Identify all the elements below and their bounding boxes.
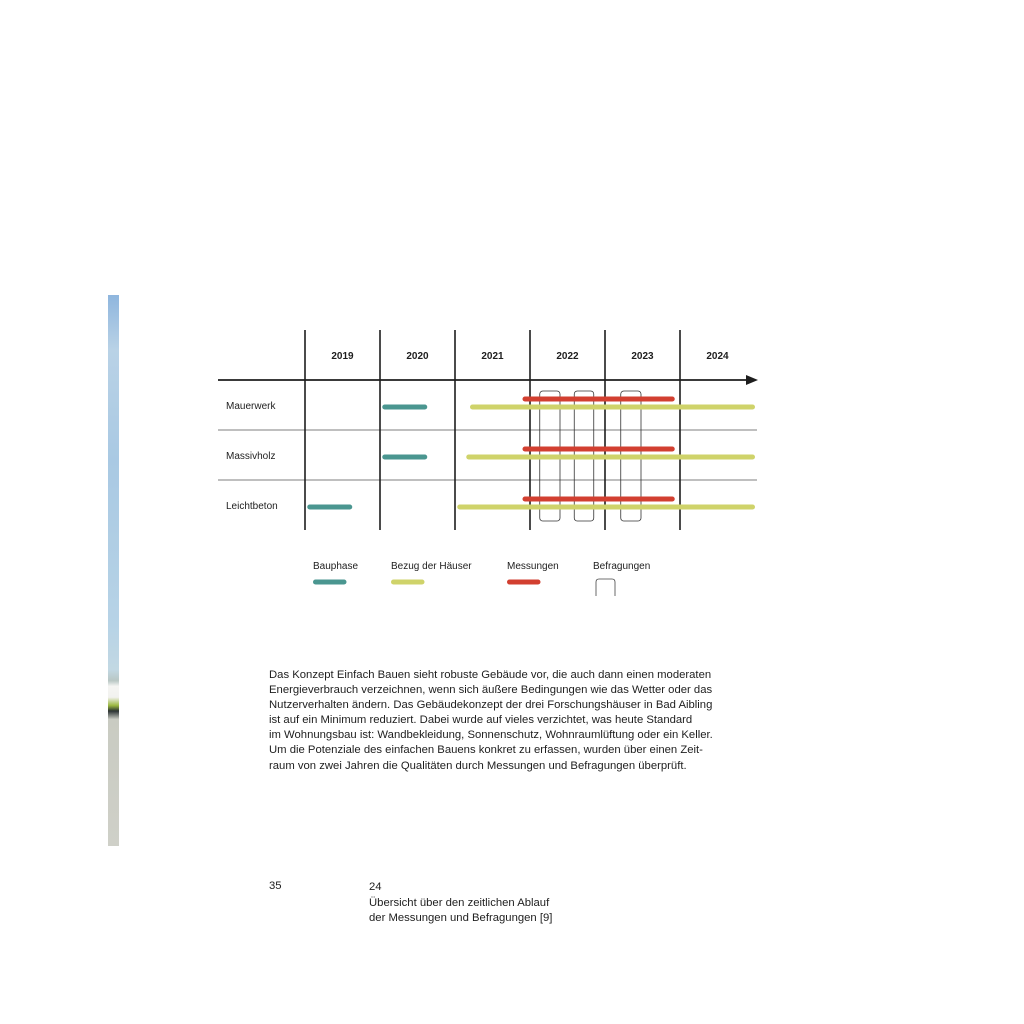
row-label: Mauerwerk [226, 401, 276, 412]
legend-label: Bezug der Häuser [391, 561, 472, 572]
body-text: Das Konzept Einfach Bauen sieht robuste … [269, 668, 713, 774]
timeline-chart: 2019 2020 2021 2022 2023 2024 Mauerwerk Massivh… [218, 330, 758, 596]
row-label: Leichtbeton [226, 501, 278, 512]
photo-strip [108, 295, 119, 846]
caption-line: Übersicht über den zeitlichen Ablauf [369, 896, 550, 909]
page-number: 35 [269, 880, 282, 892]
figure-number: 24 [369, 881, 382, 893]
year-label: 2023 [631, 351, 654, 362]
legend-label: Befragungen [593, 561, 650, 572]
figure-caption: 24 Übersicht über den zeitlichen Ablauf … [369, 880, 552, 927]
row-label: Massivholz [226, 451, 275, 462]
year-label: 2019 [331, 351, 354, 362]
year-label: 2024 [706, 351, 729, 362]
body-line: raum von zwei Jahren die Qualitäten durc… [269, 759, 687, 772]
legend-label: Bauphase [313, 561, 358, 572]
year-label: 2022 [556, 351, 579, 362]
axis-arrow-icon [746, 375, 758, 385]
body-line: Das Konzept Einfach Bauen sieht robuste … [269, 669, 712, 681]
body-line: ist auf ein Minimum reduziert. Dabei wur… [269, 714, 693, 727]
body-line: Energieverbrauch verzeichnen, wenn sich … [269, 684, 713, 697]
legend-survey-swatch [595, 578, 616, 596]
caption-line: der Messungen und Befragungen [9] [369, 912, 553, 924]
body-line: Nutzerverhalten ändern. Das Gebäudekonze… [269, 699, 713, 712]
body-line: im Wohnungsbau ist: Wandbekleidung, Sonn… [269, 729, 713, 742]
legend-label: Messungen [507, 561, 559, 572]
body-line: Um die Potenziale des einfachen Bauens k… [269, 744, 703, 757]
year-label: 2020 [406, 351, 429, 362]
year-label: 2021 [481, 351, 504, 362]
